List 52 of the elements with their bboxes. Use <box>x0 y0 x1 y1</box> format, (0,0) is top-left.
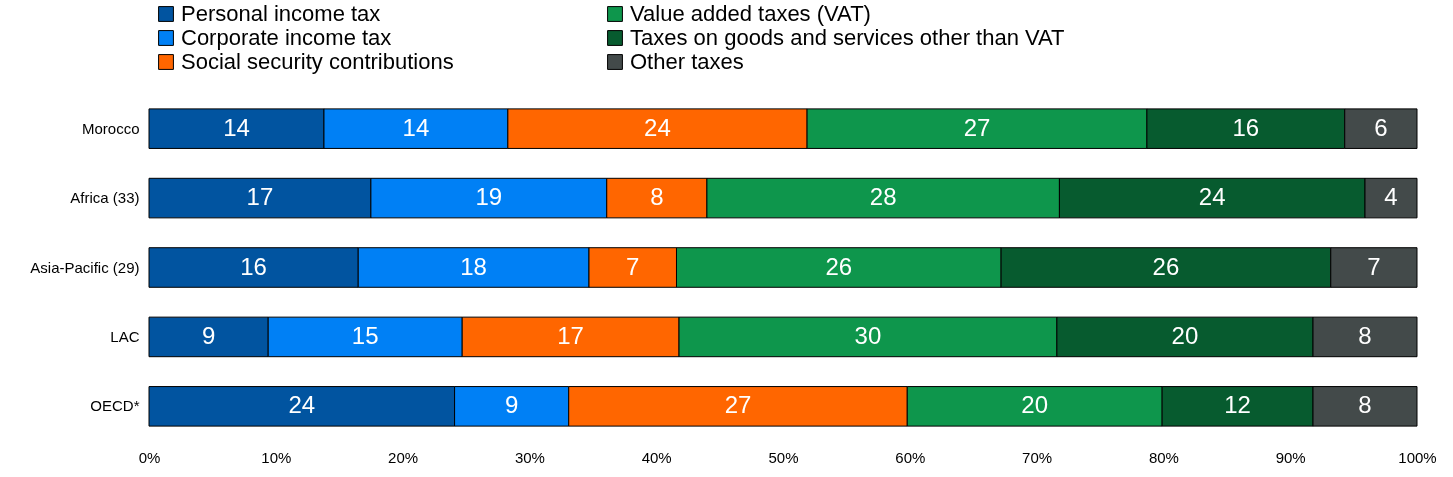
data-label: 6 <box>1374 113 1388 141</box>
data-label: 4 <box>1384 183 1398 211</box>
x-tick-label: 60% <box>895 448 926 466</box>
data-label: 15 <box>351 321 379 349</box>
x-tick-label: 70% <box>1022 448 1053 466</box>
x-tick-label: 20% <box>388 448 419 466</box>
x-tick-label: 80% <box>1148 448 1179 466</box>
x-tick-label: 100% <box>1398 448 1437 466</box>
legend-label: Social security contributions <box>181 49 454 74</box>
legend-label: Corporate income tax <box>181 25 392 50</box>
data-label: 24 <box>1198 183 1226 211</box>
data-label: 19 <box>475 183 503 211</box>
y-tick-label: OECD* <box>90 397 140 415</box>
data-label: 26 <box>825 252 853 280</box>
data-label: 28 <box>869 183 897 211</box>
data-label: 16 <box>240 252 267 280</box>
data-label: 8 <box>1358 391 1372 419</box>
data-label: 27 <box>963 113 991 141</box>
data-label: 16 <box>1232 113 1260 141</box>
legend-label: Taxes on goods and services other than VAT <box>630 25 1065 50</box>
data-label: 20 <box>1171 321 1199 349</box>
legend-label: Other taxes <box>630 49 744 74</box>
legend-label: Personal income tax <box>181 1 381 26</box>
data-label: 7 <box>626 252 640 280</box>
y-tick-label: Morocco <box>81 119 140 137</box>
data-label: 14 <box>223 113 250 141</box>
x-tick-label: 40% <box>641 448 672 466</box>
data-label: 17 <box>557 321 584 349</box>
data-label: 9 <box>201 321 216 349</box>
data-label: 30 <box>854 321 882 349</box>
x-tick-label: 10% <box>261 448 292 466</box>
data-label: 20 <box>1021 391 1049 419</box>
data-label: 18 <box>460 252 487 280</box>
x-tick-label: 50% <box>768 448 799 466</box>
x-tick-label: 0% <box>138 448 161 466</box>
data-label: 27 <box>724 391 752 419</box>
data-label: 24 <box>288 391 316 419</box>
y-tick-label: Africa (33) <box>70 189 140 207</box>
y-tick-label: LAC <box>110 327 140 345</box>
data-label: 7 <box>1367 252 1381 280</box>
data-label: 24 <box>644 113 671 141</box>
legend-label: Value added taxes (VAT) <box>630 1 871 26</box>
data-label: 26 <box>1152 252 1180 280</box>
y-tick-label: Asia-Pacific (29) <box>30 258 140 276</box>
x-tick-label: 30% <box>514 448 545 466</box>
data-label: 12 <box>1224 391 1251 419</box>
data-label: 8 <box>650 183 664 211</box>
data-label: 17 <box>246 183 274 211</box>
data-label: 9 <box>504 391 519 419</box>
data-label: 8 <box>1358 321 1372 349</box>
data-label: 14 <box>402 113 430 141</box>
x-tick-label: 90% <box>1275 448 1306 466</box>
